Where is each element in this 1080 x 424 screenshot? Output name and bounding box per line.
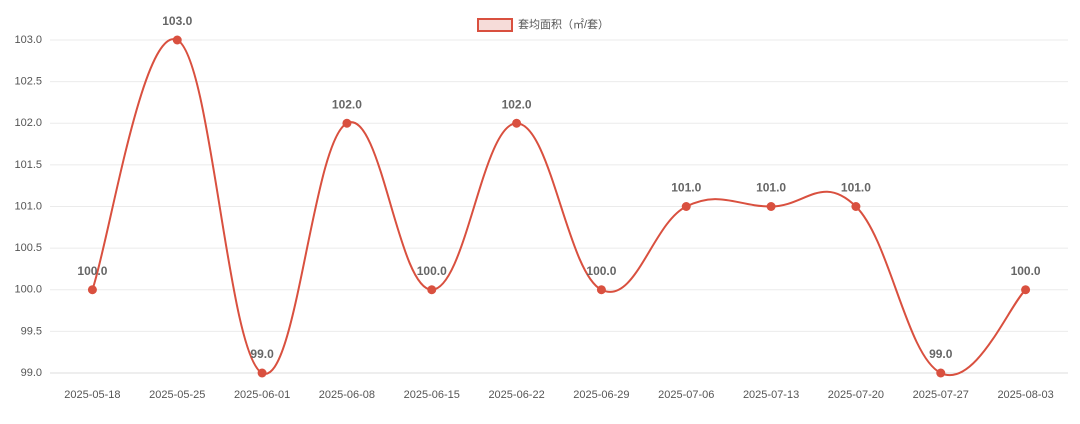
y-tick-label: 101.0 bbox=[14, 200, 42, 212]
value-label: 100.0 bbox=[1011, 264, 1041, 278]
point bbox=[427, 285, 437, 295]
value-label: 102.0 bbox=[332, 97, 362, 111]
value-label: 99.0 bbox=[929, 347, 953, 361]
point bbox=[596, 285, 606, 295]
y-tick-label: 99.5 bbox=[21, 325, 42, 337]
point bbox=[681, 202, 691, 211]
value-label: 101.0 bbox=[671, 181, 701, 195]
point bbox=[1021, 285, 1031, 295]
x-tick-label: 2025-06-22 bbox=[488, 389, 544, 401]
x-tick-label: 2025-06-01 bbox=[234, 389, 290, 401]
point bbox=[851, 202, 861, 211]
y-tick-label: 102.5 bbox=[14, 76, 42, 88]
value-label: 101.0 bbox=[756, 181, 786, 195]
point bbox=[87, 285, 97, 295]
value-label: 100.0 bbox=[77, 264, 107, 278]
value-label: 101.0 bbox=[841, 181, 871, 195]
point bbox=[172, 35, 182, 45]
legend-label: 套均面积（㎡/套） bbox=[518, 18, 609, 31]
y-tick-label: 101.5 bbox=[14, 159, 42, 171]
point bbox=[936, 368, 946, 378]
x-tick-label: 2025-05-18 bbox=[64, 389, 120, 401]
y-tick-label: 102.0 bbox=[14, 117, 42, 129]
x-tick-label: 2025-05-25 bbox=[149, 389, 205, 401]
value-label: 102.0 bbox=[502, 97, 532, 111]
point bbox=[766, 202, 776, 211]
y-tick-label: 100.5 bbox=[14, 242, 42, 254]
x-tick-label: 2025-06-29 bbox=[573, 389, 629, 401]
y-tick-label: 99.0 bbox=[21, 367, 42, 379]
x-tick-label: 2025-07-13 bbox=[743, 389, 799, 401]
point bbox=[257, 368, 267, 378]
y-tick-label: 100.0 bbox=[14, 284, 42, 296]
x-tick-label: 2025-06-15 bbox=[404, 389, 460, 401]
point bbox=[342, 118, 352, 128]
x-tick-label: 2025-06-08 bbox=[319, 389, 375, 401]
point bbox=[512, 118, 522, 128]
x-tick-label: 2025-07-06 bbox=[658, 389, 714, 401]
value-label: 100.0 bbox=[417, 264, 447, 278]
y-tick-label: 103.0 bbox=[14, 34, 42, 46]
x-tick-label: 2025-08-03 bbox=[997, 389, 1053, 401]
value-label: 99.0 bbox=[250, 347, 274, 361]
value-label: 100.0 bbox=[586, 264, 616, 278]
legend-swatch bbox=[477, 18, 513, 32]
x-tick-label: 2025-07-20 bbox=[828, 389, 884, 401]
value-label: 103.0 bbox=[162, 14, 192, 28]
line bbox=[91, 38, 1027, 377]
x-tick-label: 2025-07-27 bbox=[913, 389, 969, 401]
